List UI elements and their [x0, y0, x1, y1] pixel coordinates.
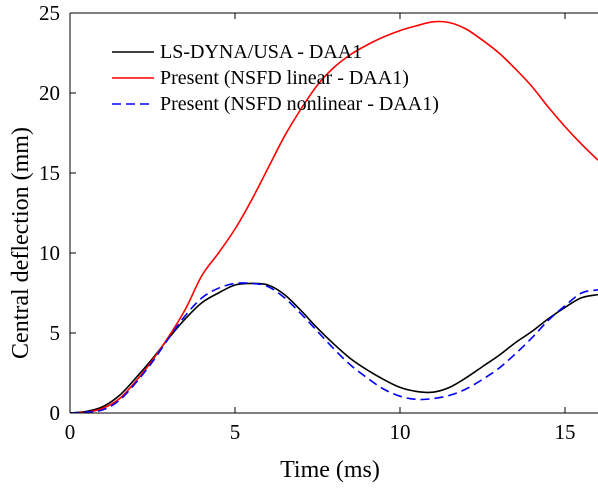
y-tick-label: 25	[39, 1, 60, 25]
x-tick-label: 0	[65, 420, 76, 444]
axes-layer: 0 5 10 15 0 5 10 15 20 25	[39, 1, 598, 444]
legend-label-2: Present (NSFD linear - DAA1)	[160, 67, 409, 89]
legend: LS-DYNA/USA - DAA1 Present (NSFD linear -…	[112, 41, 439, 115]
x-tick-label: 10	[390, 420, 411, 444]
legend-label-3: Present (NSFD nonlinear - DAA1)	[160, 93, 439, 115]
series-line-3	[70, 282, 598, 413]
y-tick-label: 10	[39, 241, 60, 265]
x-axis-label: Time (ms)	[280, 457, 380, 483]
series-layer	[70, 20, 598, 413]
x-tick-label: 15	[555, 420, 576, 444]
series-line-2	[70, 20, 598, 413]
y-axis-label: Central deflection (mm)	[8, 127, 34, 359]
x-tick-label: 5	[230, 420, 241, 444]
y-tick-label: 20	[39, 81, 60, 105]
y-tick-label: 5	[50, 321, 61, 345]
y-tick-label: 15	[39, 161, 60, 185]
y-tick-label: 0	[50, 401, 61, 425]
legend-label-1: LS-DYNA/USA - DAA1	[160, 41, 362, 63]
